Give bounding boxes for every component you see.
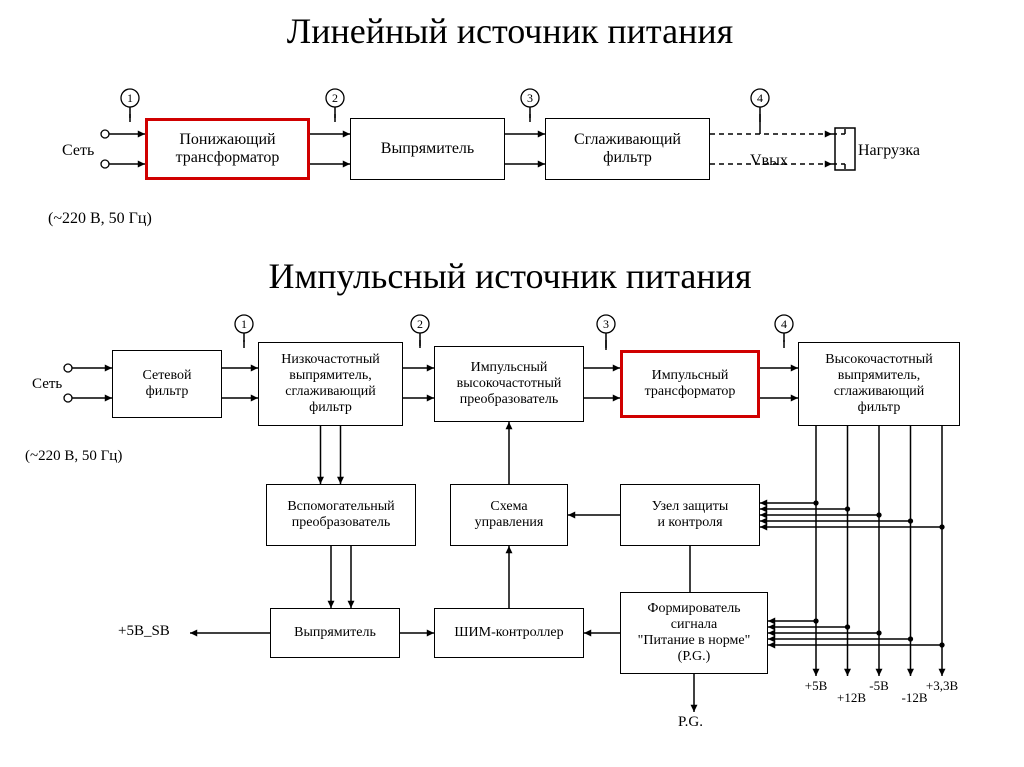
pulse-pg-label: P.G.: [678, 714, 703, 731]
pulse-source-label: Сеть: [32, 376, 62, 393]
pulse-box-p4: Импульсныйтрансформатор: [620, 350, 760, 418]
pulse-box-p7: Схемауправления: [450, 484, 568, 546]
svg-text:-12В: -12В: [902, 690, 928, 705]
linear-box-b1: Понижающийтрансформатор: [145, 118, 310, 180]
linear-box-b2: Выпрямитель: [350, 118, 505, 180]
svg-text:1: 1: [127, 91, 133, 105]
linear-source-sub: (~220 В, 50 Гц): [48, 210, 152, 228]
pulse-box-p5: Высокочастотныйвыпрямитель,сглаживающийф…: [798, 342, 960, 426]
pulse-box-p3: Импульсныйвысокочастотныйпреобразователь: [434, 346, 584, 422]
svg-text:2: 2: [332, 91, 338, 105]
pulse-box-p8: Узел защитыи контроля: [620, 484, 760, 546]
pulse-box-p9: Выпрямитель: [270, 608, 400, 658]
svg-text:+3,3В: +3,3В: [926, 678, 959, 693]
svg-text:3: 3: [527, 91, 533, 105]
pulse-box-p1: Сетевойфильтр: [112, 350, 222, 418]
pulse-box-p6: Вспомогательныйпреобразователь: [266, 484, 416, 546]
title-linear: Линейный источник питания: [90, 10, 930, 52]
svg-text:+5В: +5В: [805, 678, 828, 693]
svg-text:4: 4: [781, 317, 787, 331]
svg-text:2: 2: [417, 317, 423, 331]
svg-text:+12В: +12В: [837, 690, 866, 705]
linear-load-label: Нагрузка: [858, 142, 920, 160]
pulse-source-sub: (~220 В, 50 Гц): [25, 448, 122, 465]
linear-box-b3: Сглаживающийфильтр: [545, 118, 710, 180]
pulse-diagram: 1 2 3 4 +5В +12В-5В -12В+3,3В Сетевойфильтр Низк…: [30, 320, 1010, 750]
linear-vout-label: Vвых: [750, 152, 788, 170]
svg-text:1: 1: [241, 317, 247, 331]
pulse-sb-label: +5B_SB: [118, 623, 170, 640]
linear-diagram: 1 2 3 4 Сеть (~220 В, 50 Гц) Понижающийтрансфо…: [50, 90, 990, 230]
svg-text:4: 4: [757, 91, 763, 105]
pulse-box-p11: Формировательсигнала"Питание в норме"(P.…: [620, 592, 768, 674]
svg-text:3: 3: [603, 317, 609, 331]
linear-source-label: Сеть: [62, 142, 94, 160]
svg-text:-5В: -5В: [869, 678, 889, 693]
title-pulse: Импульсный источник питания: [90, 255, 930, 297]
pulse-box-p2: Низкочастотныйвыпрямитель,сглаживающийфи…: [258, 342, 403, 426]
pulse-box-p10: ШИМ-контроллер: [434, 608, 584, 658]
